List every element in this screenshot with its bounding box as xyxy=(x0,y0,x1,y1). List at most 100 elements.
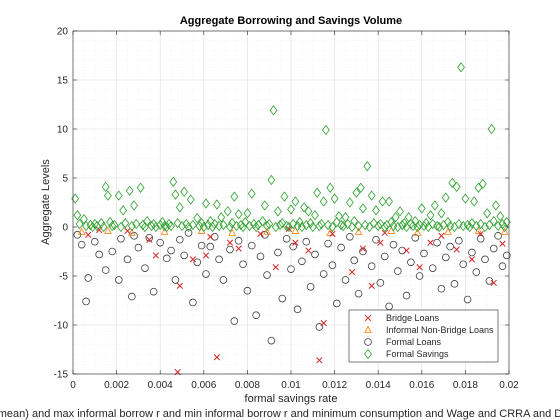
formal-loans-point xyxy=(319,270,328,278)
informal-non-bridge-loans-point xyxy=(413,228,422,236)
formal-savings-point xyxy=(130,200,138,211)
formal-savings-point xyxy=(422,217,431,229)
formal-savings-point xyxy=(345,197,354,208)
formal-savings-point xyxy=(356,182,365,193)
formal-savings-point xyxy=(195,220,204,232)
formal-savings-point xyxy=(127,220,136,232)
formal-loans-point xyxy=(415,272,424,280)
x-axis-ticks: 0 0.002 0.004 0.006 0.008 0.01 0.012 0.014 0.016… xyxy=(70,31,519,391)
formal-savings-point xyxy=(79,213,88,225)
x-tick-label: 0 xyxy=(70,380,76,391)
formal-savings-point xyxy=(252,221,261,233)
bridge-loans-point xyxy=(403,247,410,254)
formal-loans-point xyxy=(498,262,507,271)
bridge-loans-point xyxy=(85,231,92,238)
y-axis-label: Aggregate Levels xyxy=(40,159,52,245)
bridge-loans-point xyxy=(427,239,434,246)
bridge-loans-point xyxy=(285,225,292,233)
legend-marker xyxy=(364,338,372,346)
formal-loans-point xyxy=(324,239,332,248)
formal-loans-point xyxy=(441,253,450,262)
informal-non-bridge-loans-point xyxy=(354,227,363,235)
formal-savings-point xyxy=(136,182,145,193)
x-axis-label: formal savings rate xyxy=(245,393,338,405)
formal-savings-point xyxy=(291,196,300,207)
legend-marker xyxy=(364,325,372,333)
formal-loans-point xyxy=(311,250,319,259)
formal-savings-point xyxy=(245,220,254,232)
formal-loans-point xyxy=(332,299,341,308)
formal-savings-point xyxy=(389,220,398,232)
bridge-loans-point xyxy=(152,252,159,259)
formal-savings-point xyxy=(180,186,189,197)
formal-savings-point xyxy=(400,217,409,229)
formal-savings-point xyxy=(420,220,428,232)
informal-non-bridge-loans-point xyxy=(104,226,112,234)
formal-savings-point xyxy=(393,221,402,233)
bridge-loans-point xyxy=(320,319,327,327)
formal-loans-point xyxy=(455,236,463,245)
formal-savings-point xyxy=(278,217,287,229)
formal-savings-point xyxy=(315,220,324,232)
bridge-loans-point xyxy=(124,227,131,235)
formal-loans-point xyxy=(446,242,454,251)
legend-entry-label: Formal Savings xyxy=(386,349,449,359)
formal-loans-point xyxy=(243,286,252,295)
formal-savings-point xyxy=(267,174,276,186)
formal-loans-point xyxy=(398,246,406,255)
formal-loans-point xyxy=(306,282,315,291)
formal-savings-point xyxy=(202,198,210,209)
formal-savings-point xyxy=(337,219,346,231)
formal-savings-point xyxy=(452,181,461,192)
formal-savings-point xyxy=(300,202,308,213)
formal-savings-point xyxy=(417,203,426,214)
legend: Bridge Loans Informal Non-Bridge Loans For… xyxy=(348,309,499,363)
legend-marker xyxy=(364,348,372,360)
formal-savings-point xyxy=(330,193,339,204)
formal-loans-point xyxy=(267,336,276,345)
formal-savings-point xyxy=(494,220,503,232)
formal-loans-point xyxy=(247,241,256,250)
formal-savings-point xyxy=(217,212,226,223)
formal-savings-point xyxy=(487,123,496,135)
formal-savings-point xyxy=(328,221,337,233)
bridge-loans-point xyxy=(468,256,476,263)
y-tick-label: 0 xyxy=(62,223,68,234)
formal-loans-point xyxy=(210,233,219,241)
formal-savings-point xyxy=(293,220,302,232)
formal-loans-point xyxy=(394,267,402,275)
formal-savings-point xyxy=(359,203,367,214)
formal-savings-point xyxy=(132,218,141,230)
bridge-loans-point xyxy=(359,245,367,252)
formal-savings-point xyxy=(367,190,376,201)
bridge-loans-point xyxy=(316,357,323,364)
formal-savings-point xyxy=(478,178,487,190)
x-tick-label: 0.016 xyxy=(409,380,434,391)
formal-loans-point xyxy=(278,294,287,303)
formal-loans-point xyxy=(95,250,103,259)
formal-savings-point xyxy=(274,206,282,217)
formal-savings-point xyxy=(232,220,241,232)
formal-loans-point xyxy=(219,276,228,284)
formal-loans-point xyxy=(437,284,446,293)
formal-savings-point xyxy=(317,218,326,230)
formal-loans-point xyxy=(468,248,476,257)
formal-loans-point xyxy=(171,276,180,284)
formal-loans-point xyxy=(350,256,359,265)
formal-loans-point xyxy=(239,260,247,269)
formal-savings-point xyxy=(125,185,134,196)
formal-loans-point xyxy=(193,258,202,267)
formal-savings-point xyxy=(73,210,82,221)
formal-savings-point xyxy=(280,191,289,202)
formal-savings-point xyxy=(492,200,500,211)
formal-savings-point xyxy=(448,177,457,189)
formal-loans-point xyxy=(380,252,389,261)
bridge-loans-point xyxy=(499,240,506,247)
formal-loans-point xyxy=(289,242,297,251)
formal-loans-point xyxy=(489,244,498,253)
bridge-loans-point xyxy=(416,264,423,271)
x-tick-label: 0.002 xyxy=(104,380,129,391)
formal-savings-point xyxy=(199,221,208,233)
bridge-loans-point xyxy=(381,229,388,237)
